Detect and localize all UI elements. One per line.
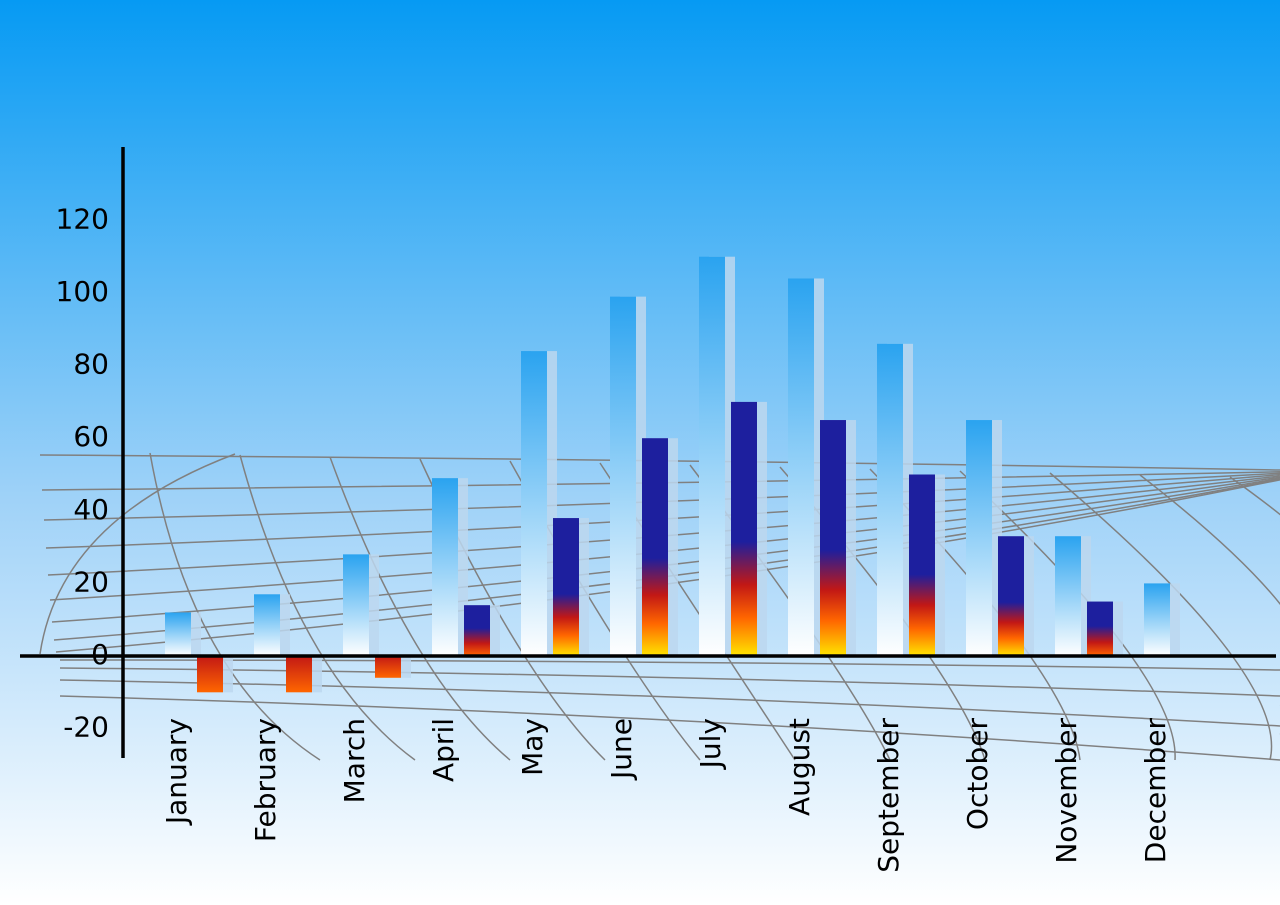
- x-category-label: October: [961, 718, 994, 831]
- bar-secondary: [286, 656, 312, 692]
- y-tick-label: 100: [56, 275, 109, 308]
- x-category-label: January: [160, 718, 193, 826]
- bar-secondary: [642, 438, 668, 656]
- bar-primary: [699, 257, 725, 656]
- y-tick-label: 0: [91, 638, 109, 671]
- bar-primary: [788, 278, 814, 656]
- bar-primary: [254, 594, 280, 656]
- y-tick-label: 40: [73, 493, 109, 526]
- bar-secondary: [998, 536, 1024, 656]
- bar-primary: [610, 297, 636, 656]
- bar-secondary: [909, 475, 935, 657]
- x-category-label: July: [694, 718, 727, 770]
- x-category-label: February: [249, 718, 282, 842]
- bar-secondary: [553, 518, 579, 656]
- bar-secondary: [1087, 602, 1113, 656]
- bar-secondary: [375, 656, 401, 678]
- y-tick-label: -20: [63, 711, 109, 744]
- bar-secondary: [197, 656, 223, 692]
- y-tick-label: 80: [73, 348, 109, 381]
- chart-svg: -20 0 20 40 60 80 100 120 January February March A…: [0, 0, 1280, 905]
- bar-primary: [521, 351, 547, 656]
- x-category-label: August: [783, 718, 816, 816]
- bar-primary: [165, 612, 191, 656]
- bar-primary: [432, 478, 458, 656]
- bar-primary: [1055, 536, 1081, 656]
- bar-primary: [1144, 583, 1170, 656]
- y-tick-label: 60: [73, 420, 109, 453]
- x-category-label: September: [872, 718, 905, 873]
- x-category-label: June: [605, 718, 638, 781]
- bar-primary: [877, 344, 903, 656]
- bar-secondary: [820, 420, 846, 656]
- bar-primary: [966, 420, 992, 656]
- chart-container: -20 0 20 40 60 80 100 120 January February March A…: [0, 0, 1280, 905]
- x-category-label: April: [427, 718, 460, 782]
- bar-secondary: [464, 605, 490, 656]
- x-category-label: March: [338, 718, 371, 803]
- x-category-label: November: [1050, 718, 1083, 864]
- y-tick-label: 120: [56, 202, 109, 235]
- bar-secondary: [731, 402, 757, 656]
- x-category-label: May: [516, 718, 549, 776]
- x-category-label: December: [1139, 718, 1172, 864]
- bar-primary: [343, 554, 369, 656]
- y-tick-label: 20: [73, 565, 109, 598]
